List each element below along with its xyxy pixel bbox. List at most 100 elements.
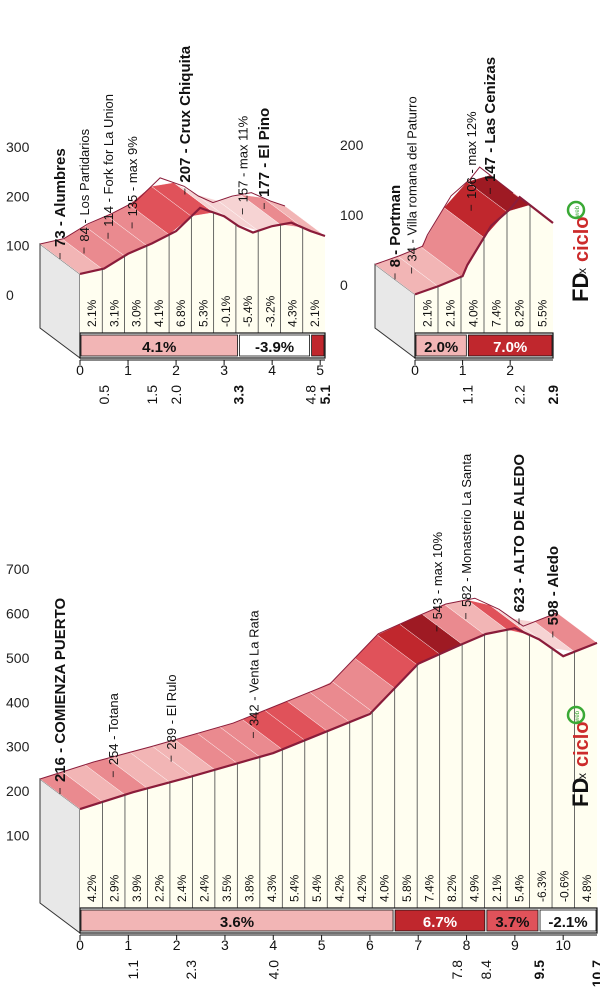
y-tick-label: 500 (6, 650, 30, 666)
x-tick-label: 0 (76, 937, 84, 953)
gradient-label: 7.4% (422, 874, 436, 902)
y-tick-label: 700 (6, 561, 30, 577)
summary-segment-label: 2.0% (424, 339, 458, 356)
gradient-label: 4.9% (467, 874, 481, 902)
x-tick-label: 5 (318, 937, 326, 953)
x-tick-label: 8 (463, 937, 471, 953)
x-tick-label: 1 (124, 362, 132, 378)
x-tick-label: 5 (316, 362, 324, 378)
gradient-label: 2.1% (85, 299, 99, 327)
gradient-label: 3.8% (243, 874, 257, 902)
gradient-label: 3.0% (130, 299, 144, 327)
annotation-label: 582 - Monasterio La Santa (459, 453, 474, 607)
summary-segment (415, 334, 467, 357)
x-tick-label: 0 (76, 362, 84, 378)
gradient-label: -6.3% (535, 870, 549, 902)
gradient-label: -5.4% (241, 295, 255, 327)
gradient-label: 4.2% (85, 874, 99, 902)
x-tick-label: 10 (555, 937, 571, 953)
x-tick-label: 7 (414, 937, 422, 953)
gradient-label: 4.0% (377, 874, 391, 902)
y-tick-label: 300 (6, 139, 30, 155)
summary-segment (80, 909, 394, 932)
gradient-label: 4.1% (152, 299, 166, 327)
y-tick-label: 200 (6, 783, 30, 799)
annotation-label: 147 - Las Cenizas (482, 57, 499, 182)
gradient-label: 2.1% (308, 299, 322, 327)
summary-segment (311, 334, 325, 357)
gradient-label: 4.3% (286, 299, 300, 327)
x-tick-label: 6 (366, 937, 374, 953)
summary-segment-label: 3.6% (220, 914, 254, 931)
annotation-label: 8 - Portman (387, 185, 404, 268)
y-tick-label: 200 (6, 188, 30, 204)
profile-body (80, 207, 325, 333)
summary-segment (239, 334, 310, 357)
profile-line (79, 206, 326, 276)
km-mark-label: 1.5 (144, 385, 160, 405)
gradient-label: 4.0% (467, 299, 481, 327)
x-tick-label: 3 (220, 362, 228, 378)
brand-web-circle (566, 705, 586, 725)
gradient-label: 5.3% (197, 299, 211, 327)
km-mark-label: 2.9 (545, 385, 561, 405)
km-mark-label: 1.1 (125, 960, 141, 980)
summary-segment (467, 334, 553, 357)
gradient-label: 7.4% (490, 299, 504, 327)
gradient-label: 2.1% (421, 299, 435, 327)
gradient-label: 2.2% (153, 874, 167, 902)
gradient-label: 8.2% (513, 299, 527, 327)
km-mark-label: 2.3 (183, 960, 199, 980)
gradient-label: 3.9% (130, 874, 144, 902)
summary-segment-label: 3.7% (495, 914, 529, 931)
gradient-label: 2.4% (175, 874, 189, 902)
annotation-label: 342 - Venta La Rata (246, 610, 261, 726)
km-mark-label: 0.5 (96, 385, 112, 405)
km-mark-label: 8.4 (478, 960, 494, 980)
gradient-label: 4.8% (580, 874, 594, 902)
profile-line (79, 627, 598, 811)
gradient-label: -0.1% (219, 295, 233, 327)
gradient-label: 5.8% (400, 874, 414, 902)
x-tick-label: 2 (172, 362, 180, 378)
x-tick-label: 4 (268, 362, 276, 378)
annotation-label: 207 - Crux Chiquita (177, 45, 194, 182)
km-mark-label: 4.8 (303, 385, 319, 405)
km-mark-label: 4.0 (265, 960, 281, 980)
annotation-label: 543 - max 10% (430, 532, 445, 620)
x-tick-label: 0 (411, 362, 419, 378)
x-tick-label: 4 (269, 937, 277, 953)
brand-x-text: x (575, 773, 589, 779)
summary-segment (80, 334, 238, 357)
y-tick-label: 0 (340, 277, 348, 293)
annotation-label: 73 - Alumbres (52, 148, 69, 247)
km-mark-label: 5.1 (317, 385, 333, 405)
brand-web-text: web (575, 205, 581, 218)
summary-segment-label: -2.1% (548, 914, 587, 931)
annotation-label: 254 - Totana (106, 692, 121, 765)
gradient-label: 2.1% (444, 299, 458, 327)
annotation-label: 114 - Fork for La Union (101, 94, 116, 227)
annotation-label: 623 - ALTO DE ALEDO (511, 454, 528, 613)
annotation-label: 598 - Aledo (545, 546, 562, 625)
gradient-label: 3.1% (107, 299, 121, 327)
gradient-label: 3.5% (220, 874, 234, 902)
summary-segment-label: 7.0% (493, 339, 527, 356)
annotation-label: 84 - Los Partidarios (77, 128, 92, 241)
gradient-label: 5.5% (536, 299, 550, 327)
profile-body (80, 628, 597, 908)
summary-segment-label: 6.7% (423, 914, 457, 931)
y-tick-label: 200 (340, 137, 364, 153)
y-tick-label: 400 (6, 694, 30, 710)
annotation-label: 177 - El Pino (256, 108, 273, 197)
annotation-label: 157 - max 11% (236, 115, 251, 202)
km-mark-label: 1.1 (459, 385, 475, 405)
gradient-label: 4.2% (333, 874, 347, 902)
y-tick-label: 100 (6, 238, 30, 254)
brand-x-text: x (575, 268, 589, 274)
